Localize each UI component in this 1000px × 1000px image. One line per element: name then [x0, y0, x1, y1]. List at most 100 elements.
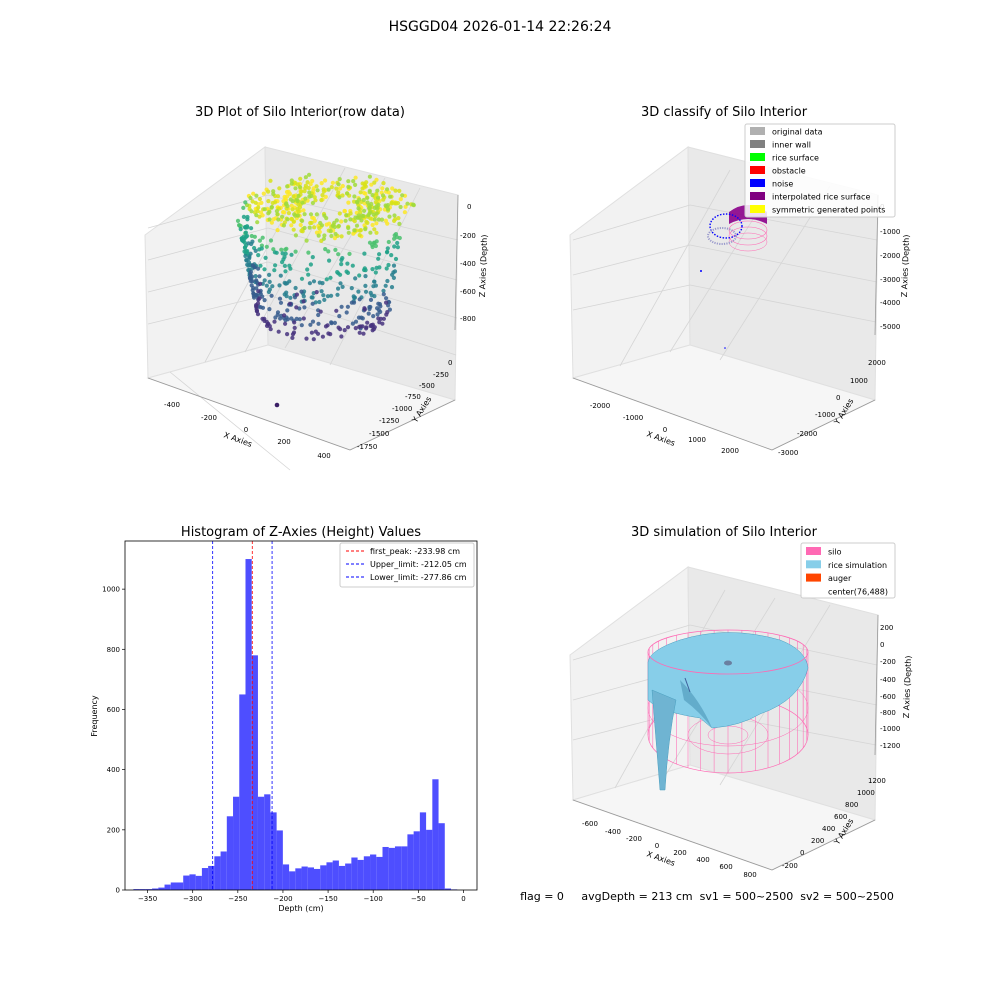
legend-swatch	[750, 153, 765, 161]
sim-ztick: -400	[880, 676, 896, 684]
raw-scatter-point	[391, 275, 396, 280]
sim-rice-depression	[680, 680, 712, 728]
raw-scatter-point	[298, 185, 303, 190]
raw-scatter-point	[238, 227, 243, 232]
raw-scatter-point	[371, 314, 376, 319]
raw-scatter-point	[301, 316, 306, 321]
hist-ylabel: Frequency	[90, 695, 99, 737]
raw-scatter-point	[372, 294, 377, 299]
raw-scatter-point	[384, 204, 389, 209]
raw-scatter-point	[325, 294, 330, 299]
hist-bar	[176, 882, 184, 890]
hist-legend-label: first_peak: -233.98 cm	[370, 547, 460, 556]
hist-bar	[363, 856, 371, 890]
raw-scatter-point	[288, 266, 293, 271]
raw-scatter-point	[275, 228, 280, 233]
sim-zlabel: Z Axies (Depth)	[902, 655, 913, 718]
raw-scatter-point	[308, 262, 313, 267]
classify-zlabel: Z Axies (Depth)	[900, 234, 911, 297]
sim-ztick: -1200	[880, 742, 900, 750]
raw-scatter-point	[322, 297, 327, 302]
hist-bar	[139, 889, 146, 890]
raw-scatter-point	[364, 326, 369, 331]
raw-scatter-point	[345, 325, 351, 330]
raw-scatter-point	[262, 298, 267, 303]
raw-scatter-point	[284, 294, 289, 299]
raw-scatter-point	[377, 252, 382, 257]
classify-ytick: -2000	[797, 430, 817, 438]
raw-scatter-point	[294, 305, 299, 310]
raw-scatter-point	[319, 198, 324, 203]
raw-xtick: 0	[244, 426, 248, 434]
raw-scatter-point	[278, 316, 283, 321]
raw-scatter-point	[270, 200, 275, 206]
raw-scatter-point	[247, 256, 252, 261]
raw-scatter-point	[346, 200, 351, 205]
sim-center-marker	[724, 660, 732, 666]
raw-title: 3D Plot of Silo Interior(row data)	[195, 105, 405, 120]
raw-scatter-point	[397, 221, 402, 226]
raw-scatter-point	[339, 334, 344, 339]
raw-scatter-point	[335, 292, 340, 297]
raw-scatter-point	[282, 263, 287, 268]
raw-scatter-point	[395, 245, 400, 250]
raw-scatter-point	[251, 285, 256, 291]
classify-wall-ring	[728, 226, 768, 246]
raw-scatter-point	[363, 268, 368, 273]
hist-bar	[233, 796, 240, 890]
raw-scatter-point	[368, 210, 373, 215]
raw-xlabel: X Axies	[222, 430, 253, 449]
raw-scatter-point	[367, 206, 372, 211]
raw-scatter-point	[258, 263, 263, 268]
hist-bar	[320, 865, 327, 890]
raw-scatter-point	[367, 174, 372, 179]
raw-scatter-point	[248, 251, 253, 256]
raw-scatter-point	[334, 186, 339, 191]
hist-bar	[158, 887, 165, 890]
figure-title: HSGGD04 2026-01-14 22:26:24	[389, 19, 612, 35]
raw-scatter-point	[365, 195, 370, 200]
raw-scatter-point	[314, 290, 319, 295]
raw-ytick: 0	[448, 359, 452, 367]
panel-raw-3d: 3D Plot of Silo Interior(row data) -400 …	[144, 105, 489, 471]
raw-scatter-point	[310, 200, 315, 206]
raw-scatter-point	[251, 293, 256, 298]
raw-scatter-point	[356, 206, 361, 211]
raw-scatter-point	[345, 304, 350, 309]
raw-scatter-point	[264, 283, 269, 288]
raw-scatter-point	[286, 189, 291, 194]
legend-label: inner wall	[772, 141, 811, 150]
legend-swatch	[806, 586, 821, 595]
raw-scatter-point	[323, 178, 328, 183]
raw-scatter-point	[302, 212, 307, 217]
raw-zaxis-line	[454, 194, 459, 331]
raw-scatter-point	[349, 286, 354, 291]
raw-scatter-point	[258, 281, 263, 286]
raw-scatter-point	[289, 203, 294, 208]
sim-legend-items: silo rice simulation auger center(76,488)	[806, 547, 888, 596]
raw-scatter-point	[268, 238, 274, 243]
raw-scatter-point	[361, 197, 366, 203]
hist-bar	[201, 868, 209, 890]
raw-scatter-point	[275, 212, 280, 217]
raw-scatter-point	[370, 244, 375, 250]
raw-scatter-point	[306, 185, 311, 191]
raw-scatter-point	[386, 262, 391, 268]
raw-scatter-point	[370, 328, 375, 333]
raw-scatter-point	[256, 253, 261, 258]
raw-scatter-point	[329, 233, 334, 239]
raw-scatter-point	[309, 220, 314, 225]
hist-legend-box	[339, 542, 475, 588]
raw-scatter-point	[283, 198, 288, 203]
raw-scatter-point	[334, 308, 339, 313]
raw-scatter-point	[402, 210, 407, 215]
raw-scatter-point	[411, 202, 416, 207]
raw-scatter-point	[358, 228, 363, 233]
raw-scatter-point	[298, 176, 303, 181]
legend-label: symmetric generated points	[772, 206, 885, 215]
panel-classify-3d: 3D classify of Silo Interior	[569, 105, 911, 457]
raw-scatter-point	[243, 230, 248, 235]
hist-ytick-label: 400	[107, 766, 120, 774]
raw-scatter-point	[329, 293, 334, 298]
raw-scatter-point	[372, 325, 377, 330]
